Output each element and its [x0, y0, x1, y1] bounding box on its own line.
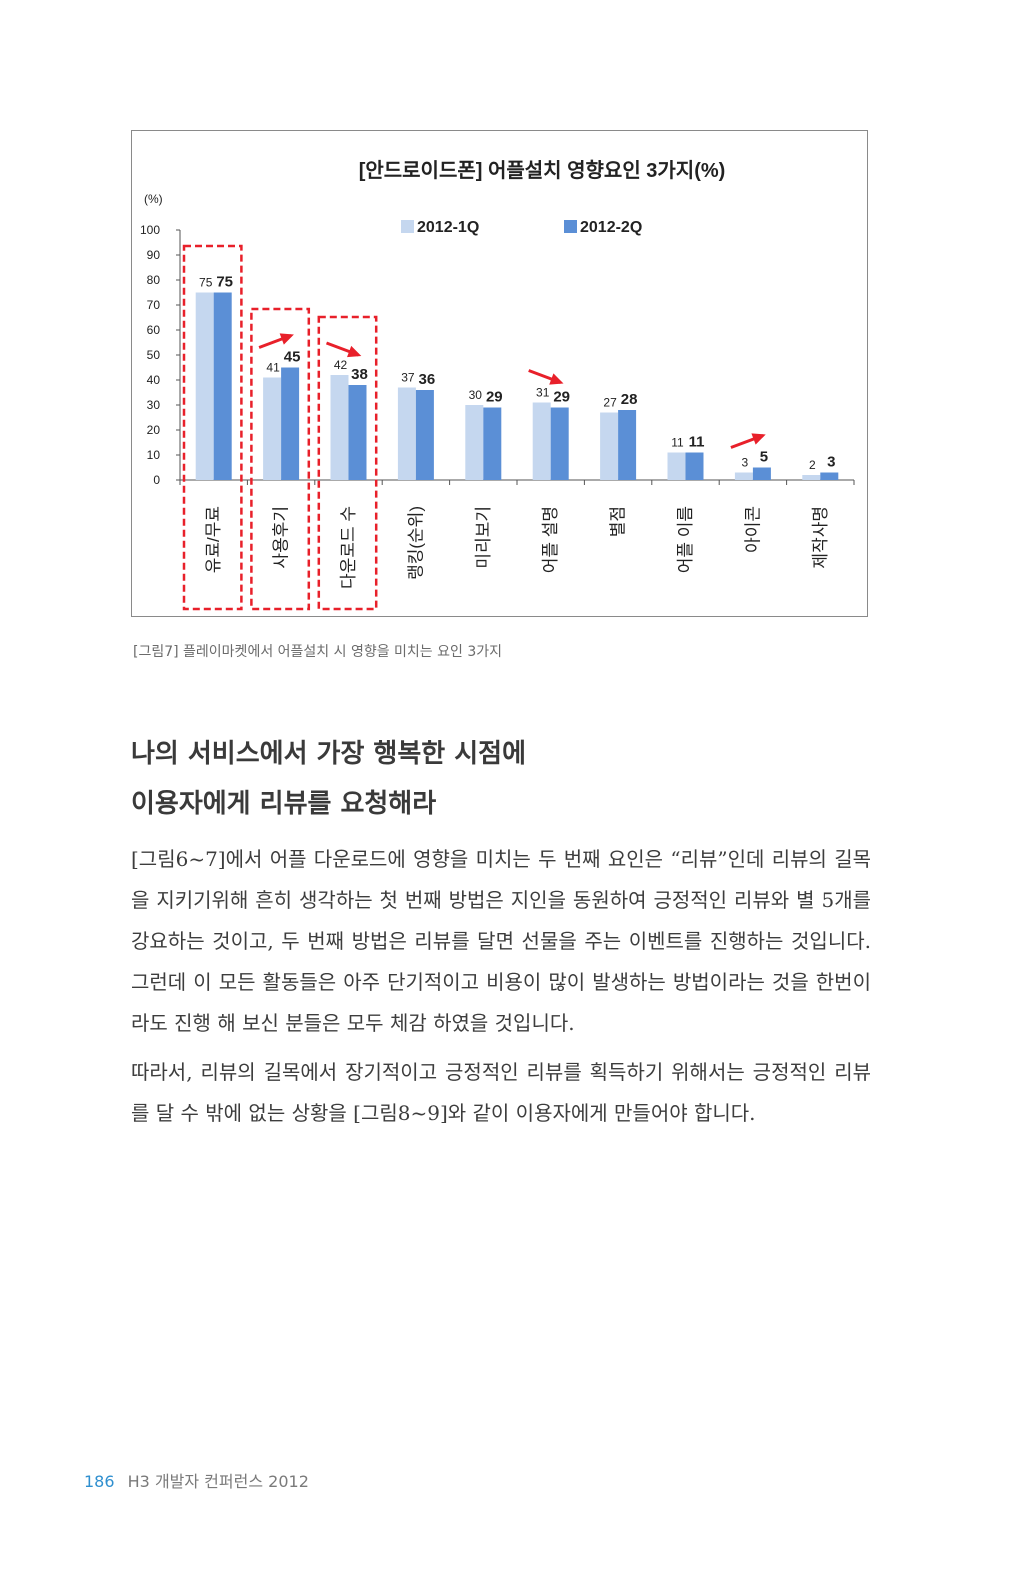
data-label-2-4: 36 [419, 371, 436, 388]
data-label-2-1: 75 [216, 274, 233, 291]
legend-label-1: 2012-1Q [417, 219, 479, 236]
data-label-2-10: 3 [827, 454, 835, 471]
data-label-1-4: 37 [401, 371, 415, 385]
bar-2-3 [348, 385, 367, 480]
y-tick-label: 70 [147, 298, 161, 312]
body-paragraph-2: 따라서, 리뷰의 길목에서 장기적이고 긍정적인 리뷰를 획득하기 위해서는 긍… [131, 1060, 871, 1125]
highlight-box-2 [250, 307, 311, 611]
x-tick-label-6: 어플 설명 [541, 506, 560, 573]
bar-chart: [안드로이드폰] 어플설치 영향요인 3가지(%) (%) 2012-1Q 2012-… [140, 159, 855, 611]
data-label-2-5: 29 [486, 389, 503, 406]
bar-1-6 [532, 402, 551, 480]
bar-1-3 [330, 375, 349, 480]
data-label-2-9: 5 [760, 449, 768, 466]
y-tick-label: 40 [147, 373, 161, 387]
x-tick-label-4: 랭킹(순위) [406, 506, 425, 580]
data-label-1-10: 2 [809, 458, 816, 472]
data-label-1-8: 11 [671, 436, 684, 450]
bar-2-5 [483, 407, 502, 480]
x-tick-label-8: 어플 이름 [676, 506, 695, 573]
trend-arrow-head [347, 345, 362, 358]
y-tick-label: 60 [147, 323, 161, 337]
bar-1-9 [734, 472, 753, 480]
chart-title: [안드로이드폰] 어플설치 영향요인 3가지(%) [359, 159, 726, 182]
bar-2-9 [752, 467, 771, 480]
bar-1-7 [600, 412, 619, 480]
bar-2-2 [281, 367, 300, 480]
data-label-2-2: 45 [284, 349, 301, 366]
page-number: 186 [84, 1472, 115, 1491]
data-label-1-3: 42 [334, 358, 348, 372]
section-heading-line2: 이용자에게 리뷰를 요청해라 [131, 789, 437, 819]
x-tick-label-2: 사용후기 [272, 506, 291, 569]
data-label-2-3: 38 [351, 366, 368, 383]
section-heading-line1: 나의 서비스에서 가장 행복한 시점에 [131, 739, 527, 769]
y-axis-label: (%) [144, 192, 163, 206]
y-tick-label: 30 [147, 398, 161, 412]
chart-frame: [안드로이드폰] 어플설치 영향요인 3가지(%) (%) 2012-1Q 2012-… [131, 130, 868, 617]
data-label-1-5: 30 [469, 388, 483, 402]
y-tick-label: 20 [147, 423, 161, 437]
bar-2-4 [415, 390, 434, 480]
data-label-1-6: 31 [536, 386, 550, 400]
bar-2-1 [213, 292, 232, 480]
trend-arrow-head [549, 373, 564, 385]
bar-2-8 [685, 452, 704, 480]
highlight-box-1 [182, 244, 243, 611]
y-tick-label: 10 [147, 448, 161, 462]
data-label-1-2: 41 [266, 361, 280, 375]
bar-2-10 [820, 472, 839, 480]
y-tick-label: 50 [147, 348, 161, 362]
footer-title: H3 개발자 컨퍼런스 2012 [127, 1472, 309, 1491]
data-label-2-8: 11 [689, 434, 705, 451]
x-tick-label-10: 제작사명 [811, 506, 830, 569]
bar-2-7 [618, 410, 637, 480]
legend-swatch-2 [564, 220, 577, 233]
data-label-1-7: 27 [603, 396, 617, 410]
legend-label-2: 2012-2Q [580, 219, 642, 236]
bar-2-6 [550, 407, 569, 480]
bar-1-4 [397, 387, 416, 480]
bar-1-2 [263, 377, 282, 480]
data-label-2-6: 29 [553, 389, 570, 406]
data-label-1-9: 3 [742, 456, 749, 470]
x-tick-label-3: 다운로드 수 [339, 506, 358, 589]
y-tick-label: 0 [153, 473, 160, 487]
body-paragraph-1: [그림6~7]에서 어플 다운로드에 영향을 미치는 두 번째 요인은 “리뷰”… [131, 847, 871, 1035]
data-label-2-7: 28 [621, 391, 638, 408]
figure-caption: [그림7] 플레이마켓에서 어플설치 시 영향을 미치는 요인 3가지 [133, 644, 503, 660]
highlight-box-3 [317, 315, 378, 611]
x-tick-label-5: 미리보기 [474, 506, 493, 569]
y-tick-label: 100 [140, 223, 160, 237]
y-tick-label: 80 [147, 273, 161, 287]
bar-1-5 [465, 405, 484, 480]
bar-1-1 [195, 292, 214, 480]
trend-arrow-head [751, 433, 766, 445]
x-tick-label-9: 아이콘 [743, 506, 762, 553]
legend-swatch-1 [401, 220, 414, 233]
bar-1-8 [667, 452, 686, 480]
y-tick-label: 90 [147, 248, 161, 262]
data-label-1-1: 75 [199, 276, 213, 290]
x-tick-label-1: 유료/무료 [204, 506, 223, 573]
page-footer: 186 H3 개발자 컨퍼런스 2012 [84, 1468, 309, 1492]
trend-arrow-head [279, 333, 294, 345]
x-tick-label-7: 별점 [609, 506, 628, 537]
bar-1-10 [802, 475, 821, 480]
